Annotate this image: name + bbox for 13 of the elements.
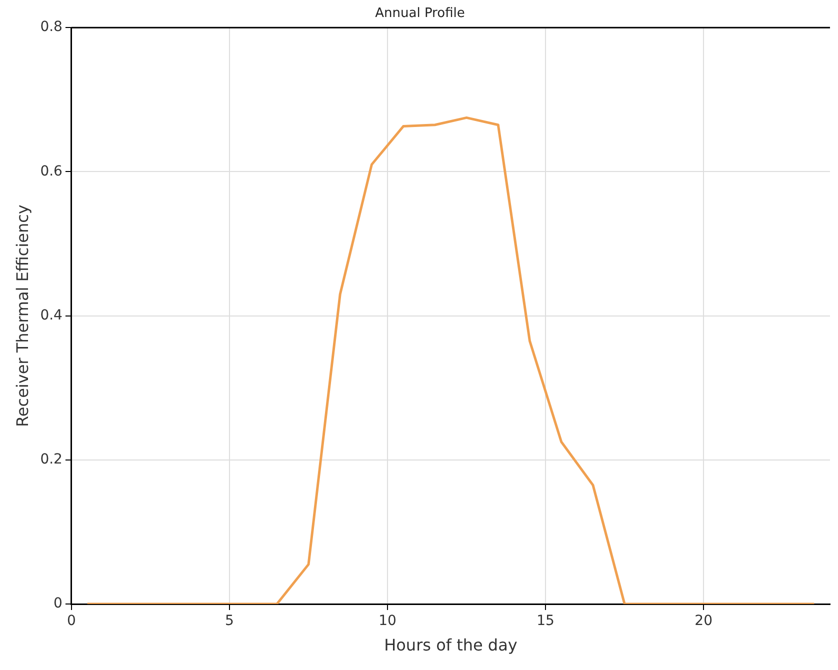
x-tick-label: 20	[694, 613, 712, 630]
x-axis-title: Hours of the day	[384, 636, 518, 655]
x-tick-label: 10	[378, 613, 396, 630]
y-tick-label: 0	[54, 596, 62, 612]
y-tick-label: 0.6	[40, 163, 63, 180]
y-tick-label: 0.4	[40, 307, 63, 324]
x-tick-label: 5	[225, 613, 234, 630]
y-tick-label: 0.8	[40, 19, 62, 36]
y-axis-title: Receiver Thermal Efficiency	[12, 204, 32, 427]
chart-title: Annual Profile	[375, 6, 465, 22]
y-tick-label: 0.2	[40, 452, 62, 468]
x-tick-label: 0	[67, 613, 76, 630]
x-tick-label: 15	[536, 613, 554, 630]
